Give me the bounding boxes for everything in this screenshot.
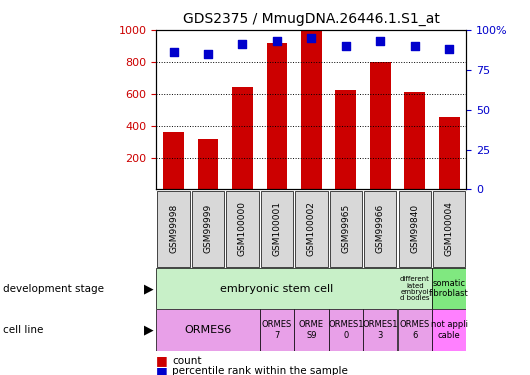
Point	[341, 43, 350, 49]
Text: GSM100001: GSM100001	[272, 201, 281, 256]
Text: ▶: ▶	[144, 282, 154, 295]
Point	[376, 38, 384, 44]
Bar	[335, 90, 356, 189]
Point	[169, 50, 178, 55]
Bar	[432, 268, 466, 309]
Text: count: count	[172, 356, 202, 366]
Bar	[330, 191, 362, 267]
Text: percentile rank within the sample: percentile rank within the sample	[172, 366, 348, 375]
Text: GSM99965: GSM99965	[341, 204, 350, 254]
Bar	[439, 117, 460, 189]
Text: ORMES1
0: ORMES1 0	[328, 320, 364, 340]
Bar	[432, 309, 466, 351]
Bar	[301, 30, 322, 189]
Text: ■: ■	[156, 365, 168, 375]
Text: GSM99998: GSM99998	[169, 204, 178, 254]
Text: cell line: cell line	[3, 325, 43, 335]
Bar	[232, 87, 253, 189]
Text: different
iated
embryoi
d bodies: different iated embryoi d bodies	[400, 276, 430, 302]
Text: ORMES
6: ORMES 6	[400, 320, 430, 340]
Point	[445, 46, 453, 52]
Point	[204, 51, 212, 57]
Text: GSM99999: GSM99999	[204, 204, 213, 254]
Bar	[433, 191, 465, 267]
Text: not appli
cable: not appli cable	[431, 320, 467, 340]
Bar	[404, 92, 425, 189]
Bar	[226, 191, 259, 267]
Bar	[198, 139, 218, 189]
Bar	[364, 191, 396, 267]
Bar	[163, 132, 184, 189]
Text: GSM100000: GSM100000	[238, 201, 247, 256]
Bar	[260, 309, 294, 351]
Text: ORMES6: ORMES6	[184, 325, 232, 335]
Bar	[156, 268, 432, 309]
Point	[272, 38, 281, 44]
Bar	[157, 191, 190, 267]
Bar	[363, 309, 398, 351]
Text: ORME
S9: ORME S9	[299, 320, 324, 340]
Point	[307, 35, 316, 41]
Bar	[398, 309, 432, 351]
Bar	[192, 191, 224, 267]
Text: embryonic stem cell: embryonic stem cell	[220, 284, 333, 294]
Text: ■: ■	[156, 354, 168, 367]
Text: development stage: development stage	[3, 284, 104, 294]
Bar	[329, 309, 363, 351]
Point	[410, 43, 419, 49]
Bar	[370, 62, 391, 189]
Bar	[399, 191, 431, 267]
Text: ORMES
7: ORMES 7	[262, 320, 292, 340]
Title: GDS2375 / MmugDNA.26446.1.S1_at: GDS2375 / MmugDNA.26446.1.S1_at	[183, 12, 440, 26]
Text: GSM99840: GSM99840	[410, 204, 419, 254]
Text: ORMES1
3: ORMES1 3	[363, 320, 398, 340]
Text: somatic
fibroblast: somatic fibroblast	[429, 279, 469, 298]
Text: ▶: ▶	[144, 324, 154, 336]
Text: GSM100004: GSM100004	[445, 201, 454, 256]
Text: GSM99966: GSM99966	[376, 204, 385, 254]
Bar	[261, 191, 293, 267]
Point	[238, 41, 246, 47]
Bar	[294, 309, 329, 351]
Bar	[295, 191, 328, 267]
Text: GSM100002: GSM100002	[307, 201, 316, 256]
Bar	[267, 43, 287, 189]
Bar	[156, 309, 260, 351]
